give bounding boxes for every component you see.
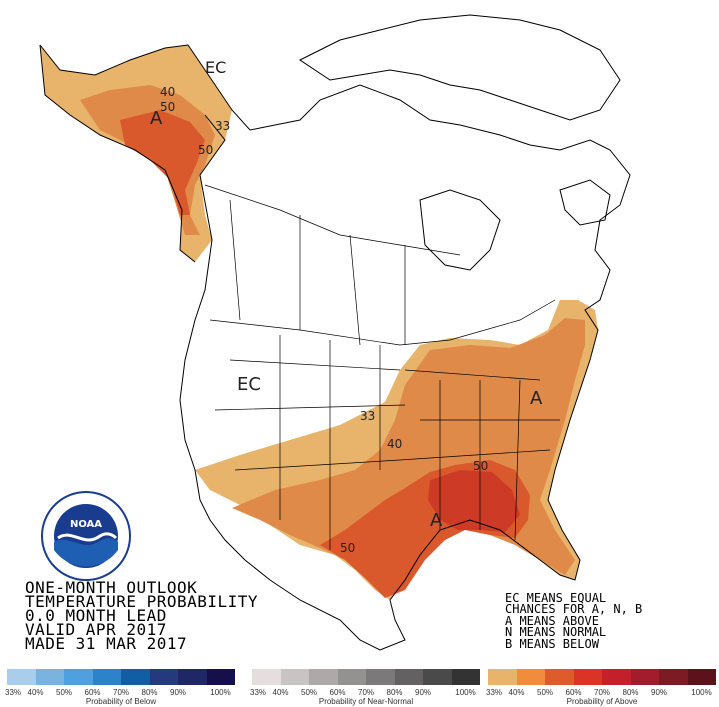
- scale-tick-label: 33%: [4, 688, 22, 697]
- title-line: VALID APR 2017: [25, 620, 167, 639]
- scale-tick-label: 90%: [169, 688, 187, 697]
- scale-swatch: [280, 669, 309, 685]
- scale-swatch: [545, 669, 574, 685]
- label-alaska-33: 33: [215, 119, 231, 133]
- legend-note: N MEANS NORMAL: [505, 625, 607, 640]
- label-south-above: A: [430, 510, 443, 531]
- scale-caption: Probability of Below: [85, 697, 157, 706]
- scale-tick-label: 40%: [508, 688, 525, 697]
- scale-swatch: [337, 669, 366, 685]
- legend-notes: EC MEANS EQUAL CHANCES FOR A, N, B A MEA…: [505, 591, 643, 651]
- scale-swatch: [92, 669, 121, 685]
- scale-swatches: [7, 669, 235, 685]
- scale-tick-label: 100%: [210, 688, 231, 697]
- title-line: MADE 31 MAR 2017: [25, 634, 188, 653]
- label-east-33: 33: [360, 409, 376, 423]
- scale-ticks: 33% 40% 50% 60% 70% 80% 90% 100%: [249, 685, 480, 699]
- scale-swatch: [178, 669, 207, 685]
- scale-swatch: [630, 669, 659, 685]
- label-east-above: A: [530, 388, 543, 409]
- scale-swatch: [687, 669, 716, 685]
- scale-tick-label: 80%: [622, 688, 639, 697]
- label-east-50: 50: [473, 459, 489, 473]
- scale-swatch: [451, 669, 480, 685]
- scale-swatch: [35, 669, 64, 685]
- label-alaska-50: 50: [160, 100, 176, 114]
- scale-tick-label: 40%: [272, 688, 289, 697]
- scale-tick-label: 70%: [593, 688, 611, 697]
- scale-swatch: [309, 669, 338, 685]
- scale-tick-label: 50%: [300, 688, 318, 697]
- noaa-logo-text: NOAA: [70, 519, 102, 530]
- scale-swatch: [394, 669, 423, 685]
- label-alaska-40: 40: [160, 85, 176, 99]
- label-alaska-50b: 50: [198, 143, 214, 157]
- conus-above-60-area: [428, 470, 520, 532]
- scale-tick-label: 80%: [141, 688, 158, 697]
- coastline: [39, 14, 631, 651]
- scale-swatches: [252, 669, 480, 685]
- title-block: ONE-MONTH OUTLOOK TEMPERATURE PROBABILIT…: [25, 578, 259, 653]
- scale-ticks: 33% 40% 50% 60% 70% 80% 90% 100%: [485, 685, 716, 699]
- label-ec-alaska: EC: [205, 58, 227, 77]
- legend-note: B MEANS BELOW: [505, 636, 599, 651]
- scale-swatch: [573, 669, 602, 685]
- scale-tick-label: 70%: [112, 688, 130, 697]
- legend-note: EC MEANS EQUAL: [505, 591, 607, 605]
- scale-swatch: [423, 669, 452, 685]
- scale-swatch: [121, 669, 150, 685]
- scale-tick-label: 50%: [536, 688, 554, 697]
- scale-tick-label: 80%: [386, 688, 403, 697]
- scale-swatch: [64, 669, 93, 685]
- scale-swatches: [488, 669, 716, 685]
- scale-tick-label: 90%: [650, 688, 668, 697]
- scale-tick-label: 60%: [84, 688, 101, 697]
- scale-swatch: [366, 669, 395, 685]
- scale-tick-label: 33%: [249, 688, 267, 697]
- scale-above: 33% 40% 50% 60% 70% 80% 90% 100% Probability of…: [485, 669, 716, 706]
- scale-tick-label: 90%: [414, 688, 432, 697]
- alaska-above-50-area: [120, 110, 205, 215]
- scale-caption: Probability of Above: [566, 697, 638, 706]
- noaa-logo: NOAA: [41, 491, 131, 581]
- legend-note: CHANCES FOR A, N, B: [505, 602, 643, 617]
- scale-caption: Probability of Near-Normal: [318, 697, 414, 706]
- scale-ticks: 33% 40% 50% 60% 70% 80% 90% 100%: [4, 685, 235, 699]
- political-borders: [204, 184, 560, 550]
- scale-swatch: [602, 669, 631, 685]
- scale-tick-label: 60%: [329, 688, 346, 697]
- scale-tick-label: 100%: [455, 688, 476, 697]
- scale-swatch: [516, 669, 545, 685]
- scale-tick-label: 33%: [485, 688, 503, 697]
- title-line: TEMPERATURE PROBABILITY: [25, 592, 259, 611]
- scale-tick-label: 100%: [691, 688, 712, 697]
- scale-swatch: [206, 669, 235, 685]
- label-east-40: 40: [387, 437, 403, 451]
- scale-tick-label: 60%: [565, 688, 582, 697]
- scale-swatch: [488, 669, 517, 685]
- scale-tick-label: 50%: [55, 688, 73, 697]
- label-south-50: 50: [340, 541, 356, 555]
- scale-below: 33% 40% 50% 60% 70% 80% 90% 100% Probability of…: [4, 669, 235, 706]
- scale-swatch: [252, 669, 281, 685]
- label-alaska-above: A: [150, 108, 163, 129]
- label-ec-west: EC: [237, 374, 261, 395]
- scale-normal: 33% 40% 50% 60% 70% 80% 90% 100% Probability of…: [249, 669, 480, 706]
- legend-note: A MEANS ABOVE: [505, 613, 599, 628]
- scale-swatch: [7, 669, 36, 685]
- scale-swatch: [659, 669, 688, 685]
- scale-tick-label: 40%: [27, 688, 44, 697]
- scale-swatch: [149, 669, 178, 685]
- title-line: ONE-MONTH OUTLOOK: [25, 578, 198, 597]
- title-line: 0.0 MONTH LEAD: [25, 606, 167, 625]
- scale-tick-label: 70%: [357, 688, 375, 697]
